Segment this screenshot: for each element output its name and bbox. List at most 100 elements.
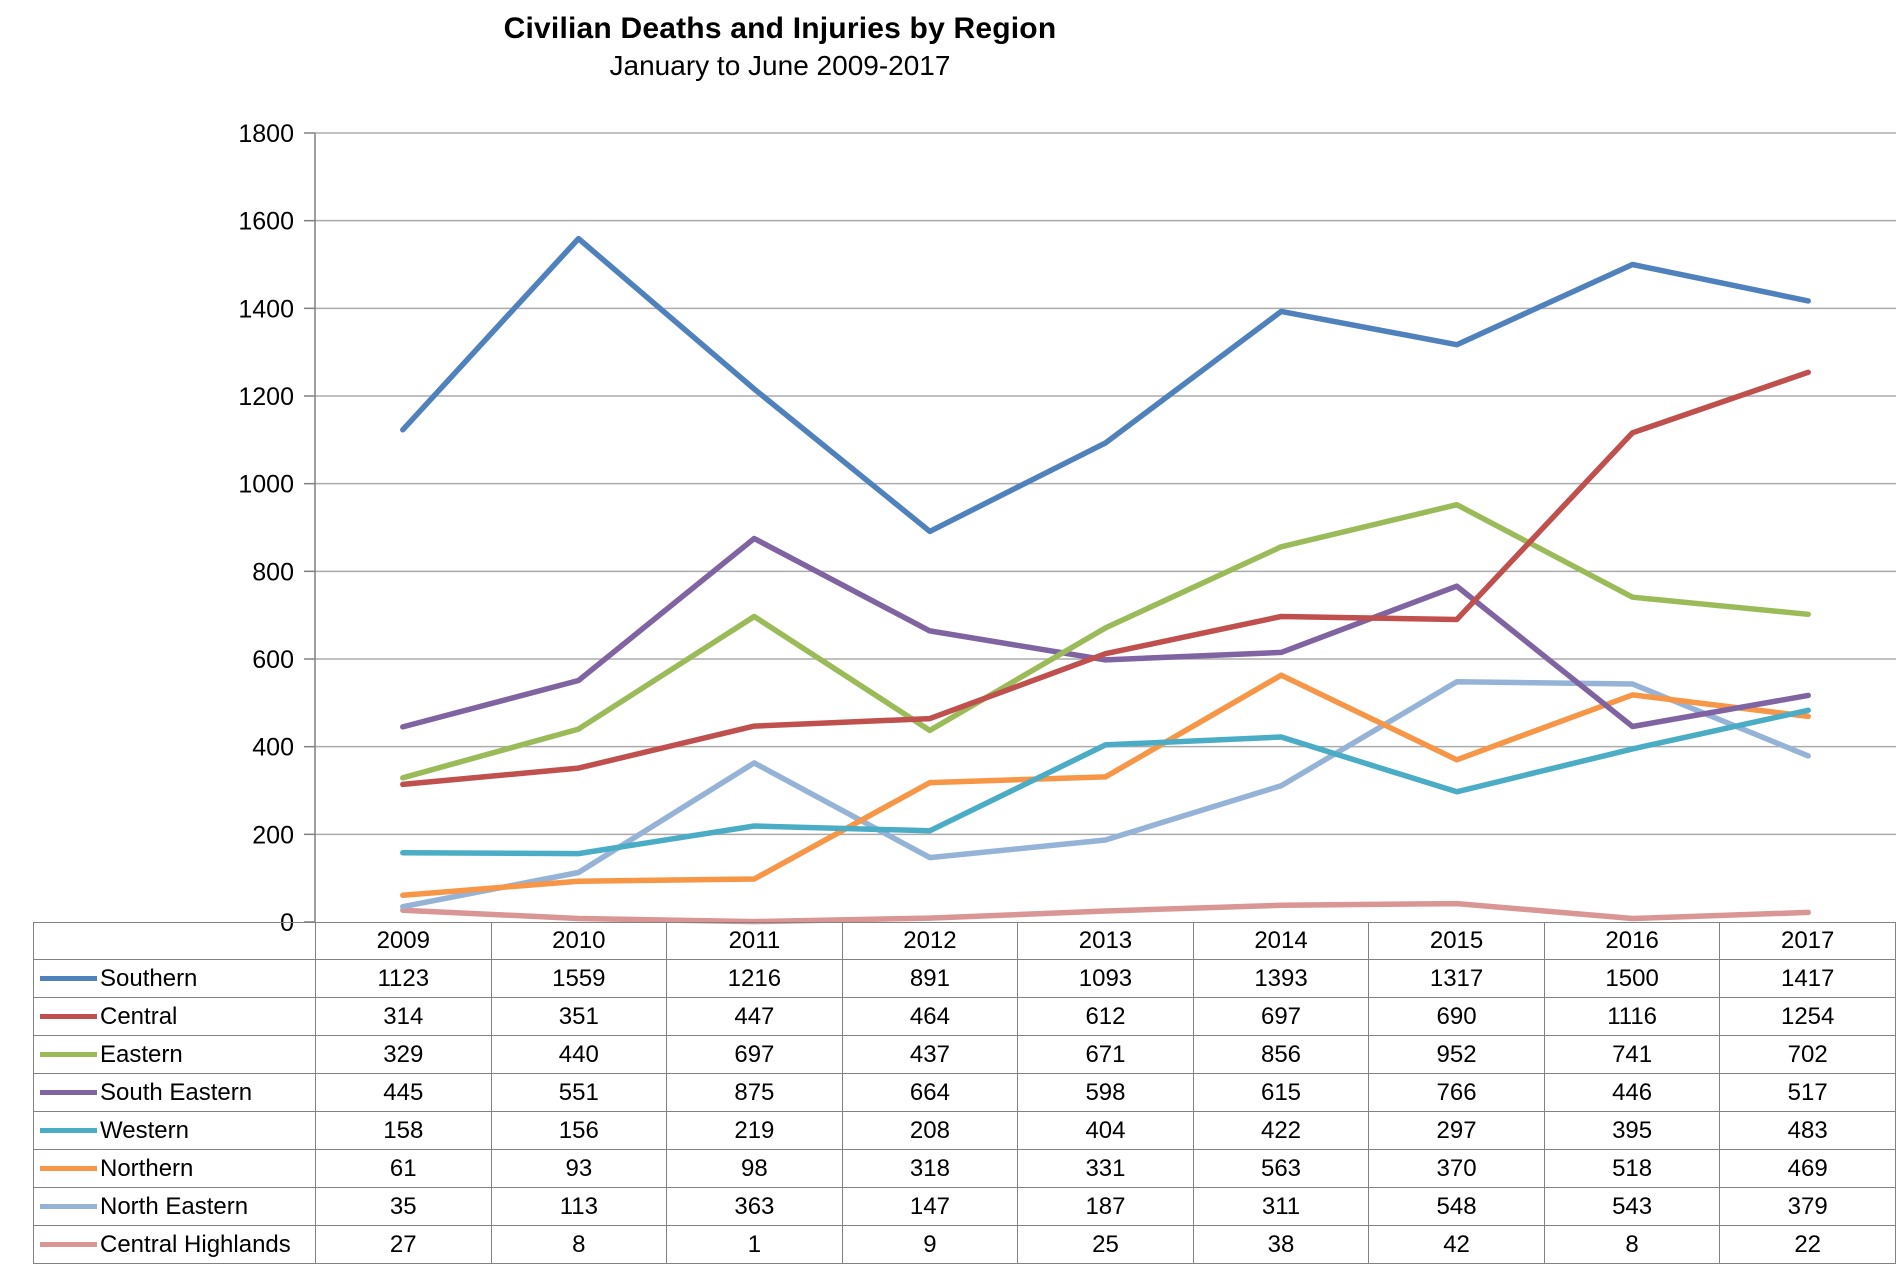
value-cell: 518 bbox=[1543, 1149, 1721, 1188]
table-row: Western 158 156 219 208 404 422 297 395 483 bbox=[33, 1111, 1896, 1150]
series-legend-cell: Eastern bbox=[33, 1035, 316, 1074]
value-cell: 208 bbox=[841, 1111, 1019, 1150]
series-legend-cell: Central bbox=[33, 997, 316, 1036]
year-header-cell: 2012 bbox=[841, 922, 1019, 960]
chart-data-table: 2009 2010 2011 2012 2013 2014 2015 2016 2017 Sou… bbox=[33, 922, 1896, 1264]
table-row: Northern 61 93 98 318 331 563 370 518 469 bbox=[33, 1149, 1896, 1188]
year-header-cell: 2015 bbox=[1368, 922, 1545, 960]
value-cell: 113 bbox=[490, 1187, 668, 1226]
series-line-south-eastern bbox=[400, 535, 1811, 730]
value-cell: 42 bbox=[1368, 1225, 1545, 1264]
value-cell: 543 bbox=[1543, 1187, 1721, 1226]
value-cell: 1116 bbox=[1543, 997, 1721, 1036]
value-cell: 404 bbox=[1017, 1111, 1194, 1150]
value-cell: 329 bbox=[315, 1035, 492, 1074]
series-line-central-highlands bbox=[400, 900, 1811, 925]
value-cell: 147 bbox=[841, 1187, 1019, 1226]
value-cell: 219 bbox=[666, 1111, 843, 1150]
legend-key: North Eastern bbox=[35, 1192, 315, 1221]
year-header-cell: 2009 bbox=[315, 922, 492, 960]
value-cell: 351 bbox=[490, 997, 668, 1036]
value-cell: 875 bbox=[666, 1073, 843, 1112]
value-cell: 446 bbox=[1543, 1073, 1721, 1112]
legend-key: South Eastern bbox=[35, 1078, 315, 1107]
value-cell: 1500 bbox=[1543, 959, 1721, 998]
value-cell: 25 bbox=[1017, 1225, 1194, 1264]
value-cell: 370 bbox=[1368, 1149, 1545, 1188]
year-header-cell: 2017 bbox=[1719, 922, 1896, 960]
y-axis-tick-label: 1200 bbox=[238, 383, 294, 411]
legend-key-swatch bbox=[40, 1242, 97, 1247]
years-header-row: 2009 2010 2011 2012 2013 2014 2015 2016 2017 bbox=[33, 922, 1896, 960]
y-axis-tick-label: 400 bbox=[252, 734, 294, 762]
value-cell: 1093 bbox=[1017, 959, 1194, 998]
value-cell: 598 bbox=[1017, 1073, 1194, 1112]
table-row: South Eastern 445 551 875 664 598 615 766 446 517 bbox=[33, 1073, 1896, 1112]
value-cell: 1216 bbox=[666, 959, 843, 998]
table-row: Southern 1123 1559 1216 891 1093 1393 1317 1500 1… bbox=[33, 959, 1896, 998]
legend-key-swatch bbox=[40, 1090, 97, 1095]
value-cell: 437 bbox=[841, 1035, 1019, 1074]
table-corner-cell bbox=[33, 922, 316, 960]
series-name-label: Eastern bbox=[100, 1040, 183, 1068]
y-axis-tick-label: 1400 bbox=[238, 295, 294, 323]
value-cell: 766 bbox=[1368, 1073, 1545, 1112]
series-legend-cell: Western bbox=[33, 1111, 316, 1150]
table-row: Eastern 329 440 697 437 671 856 952 741 702 bbox=[33, 1035, 1896, 1074]
series-name-label: Central bbox=[100, 1002, 178, 1030]
value-cell: 318 bbox=[841, 1149, 1019, 1188]
legend-key: Northern bbox=[35, 1155, 315, 1183]
value-cell: 156 bbox=[490, 1111, 668, 1150]
legend-key: Eastern bbox=[35, 1040, 315, 1069]
year-header-cell: 2016 bbox=[1543, 922, 1721, 960]
legend-key-swatch bbox=[40, 1204, 97, 1209]
value-cell: 158 bbox=[315, 1111, 492, 1150]
value-cell: 612 bbox=[1017, 997, 1194, 1036]
series-name-label: North Eastern bbox=[100, 1192, 249, 1220]
value-cell: 379 bbox=[1719, 1187, 1896, 1226]
value-cell: 331 bbox=[1017, 1149, 1194, 1188]
series-line-eastern bbox=[400, 501, 1811, 781]
y-axis-tick-label: 1800 bbox=[238, 120, 294, 148]
value-cell: 697 bbox=[666, 1035, 843, 1074]
value-cell: 395 bbox=[1543, 1111, 1721, 1150]
legend-key: Southern bbox=[35, 964, 315, 993]
year-header-cell: 2010 bbox=[490, 922, 668, 960]
value-cell: 61 bbox=[315, 1149, 492, 1188]
series-name-label: South Eastern bbox=[100, 1078, 253, 1106]
value-cell: 551 bbox=[490, 1073, 668, 1112]
value-cell: 9 bbox=[841, 1225, 1019, 1264]
legend-key-swatch bbox=[40, 1128, 97, 1133]
value-cell: 483 bbox=[1719, 1111, 1896, 1150]
value-cell: 702 bbox=[1719, 1035, 1896, 1074]
value-cell: 517 bbox=[1719, 1073, 1896, 1112]
year-header-cell: 2013 bbox=[1017, 922, 1194, 960]
y-axis-tick-label: 600 bbox=[252, 646, 294, 674]
value-cell: 27 bbox=[315, 1225, 492, 1264]
y-axis-tick-label: 1600 bbox=[238, 208, 294, 236]
value-cell: 35 bbox=[315, 1187, 492, 1226]
value-cell: 1 bbox=[666, 1225, 843, 1264]
legend-key-swatch bbox=[40, 1052, 97, 1057]
series-name-label: Southern bbox=[100, 964, 198, 992]
value-cell: 363 bbox=[666, 1187, 843, 1226]
value-cell: 1123 bbox=[315, 959, 492, 998]
legend-key-swatch bbox=[40, 1014, 97, 1019]
y-axis-tick-label: 800 bbox=[252, 558, 294, 586]
series-name-label: Western bbox=[100, 1116, 189, 1144]
table-row: Central Highlands 27 8 1 9 25 38 42 8 22 bbox=[33, 1225, 1896, 1264]
series-line-north-eastern bbox=[400, 679, 1811, 910]
chart-subtitle: January to June 2009-2017 bbox=[609, 50, 951, 81]
value-cell: 422 bbox=[1192, 1111, 1370, 1150]
legend-key-swatch bbox=[40, 1166, 97, 1171]
year-header-cell: 2014 bbox=[1192, 922, 1370, 960]
value-cell: 464 bbox=[841, 997, 1019, 1036]
legend-key: Central bbox=[35, 1002, 315, 1031]
legend-key-swatch bbox=[40, 976, 97, 981]
value-cell: 671 bbox=[1017, 1035, 1194, 1074]
y-axis-tick-label: 200 bbox=[252, 821, 294, 849]
value-cell: 445 bbox=[315, 1073, 492, 1112]
y-axis-tick-label: 1000 bbox=[238, 471, 294, 499]
value-cell: 1393 bbox=[1192, 959, 1370, 998]
